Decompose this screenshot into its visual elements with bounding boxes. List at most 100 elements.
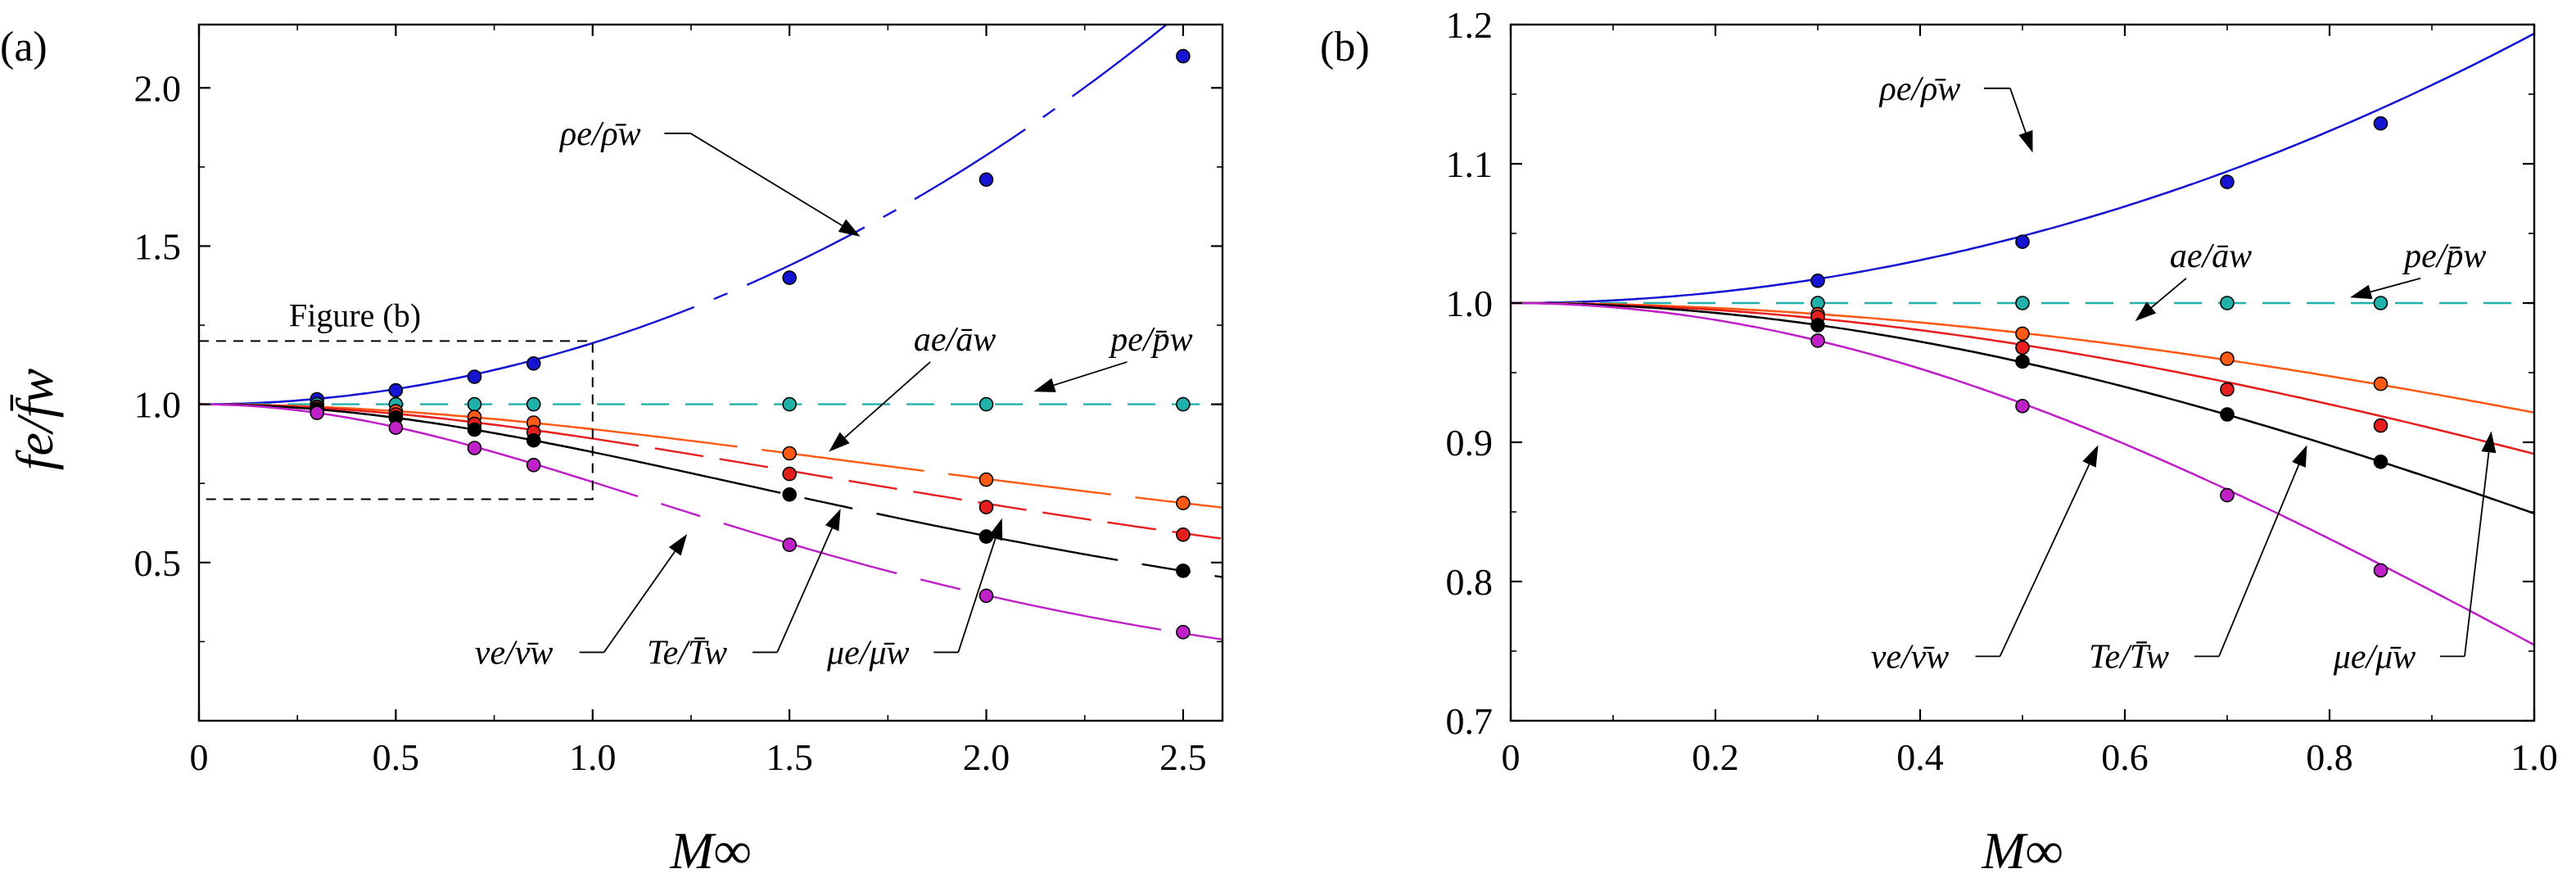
a-line-mu (199, 403, 1222, 540)
b-annotation-arrowhead-T (2292, 445, 2307, 468)
b-point-T-1 (2015, 354, 2030, 369)
b-annotation-label-rho: ρe/ρ̄w (1878, 70, 1961, 108)
b-annotation-leader-a (2150, 278, 2187, 309)
a-point-rho-6 (1176, 48, 1191, 64)
inset-box-label: Figure (b) (289, 296, 421, 333)
a-point-p-4 (782, 396, 798, 412)
b-ytick-label-1: 0.8 (1446, 561, 1494, 603)
b-annotation-arrowhead-mu (2481, 431, 2497, 454)
a-annotation-arrowhead-mu (988, 518, 1003, 541)
a-curve-nu (199, 403, 1222, 640)
a-point-T-3 (526, 432, 541, 448)
a-annotation-label-a: ae/āw (914, 321, 996, 359)
a-curve-mu (199, 403, 1222, 540)
b-point-p-2 (2220, 296, 2235, 310)
a-annotation-leader-T (776, 527, 833, 653)
b-xtick-label-2: 0.4 (1896, 736, 1944, 778)
a-annotation-leader-p (1053, 361, 1128, 387)
b-annotation-label-nu: νe/ν̄w (1871, 638, 1950, 676)
a-point-a-4 (782, 446, 798, 461)
b-annotation-leader-mu (2464, 452, 2490, 657)
b-curve-rho (1511, 32, 2534, 305)
a-point-nu-5 (978, 588, 994, 604)
panel-a-label: (a) (0, 24, 47, 70)
a-point-a-5 (978, 472, 994, 487)
b-annotation-arrowhead-p (2350, 284, 2373, 300)
a-point-rho-1 (388, 382, 404, 398)
a-annotation-label-rho: ρe/ρ̄w (558, 115, 641, 153)
a-x-axis-title: M∞ (670, 821, 752, 878)
a-annotation-label-p: pe/p̄w (1108, 321, 1192, 359)
a-point-nu-4 (782, 537, 798, 553)
a-annotation-leader-nu (603, 550, 676, 653)
panel-b-label: (b) (1320, 24, 1370, 70)
a-line-nu (199, 403, 1222, 640)
b-line-solid-rho (1511, 32, 2534, 305)
a-curve-rho (199, 25, 1168, 405)
b-annotation-leader-T (2218, 464, 2300, 657)
a-point-T-6 (1176, 563, 1191, 578)
a-point-nu-0 (310, 405, 325, 420)
a-ytick-label-3: 2.0 (134, 67, 182, 109)
a-point-p-2 (467, 396, 482, 412)
a-annotation-arrowhead-rho (838, 219, 861, 237)
a-point-rho-4 (782, 270, 798, 285)
b-annotation-arrowhead-rho (2018, 129, 2033, 153)
a-annotation-arrowhead-p (1033, 378, 1056, 392)
a-ytick-label-2: 1.5 (134, 225, 182, 267)
a-point-p-3 (526, 396, 541, 412)
b-point-T-0 (1810, 318, 1825, 333)
b-axes: 0 0.2 0.4 0.6 0.8 1.0 0.7 0.8 0.9 1.0 1.1 1.2 (1446, 4, 2558, 778)
b-point-mu-1 (2015, 340, 2030, 355)
panel-a: Figure (b) 0 0.5 1.0 1.5 2.0 2.50.51.01.52.0 … (0, 23, 1224, 878)
a-xtick-label-1: 0.5 (373, 736, 420, 778)
a-curve-T (199, 403, 1222, 578)
a-point-p-6 (1176, 396, 1191, 412)
b-point-a-3 (2373, 376, 2388, 391)
a-point-a-6 (1176, 496, 1191, 511)
a-curve-a (199, 403, 1222, 509)
a-line-rho (199, 25, 1168, 405)
b-x-axis-title: M∞ (1982, 821, 2063, 878)
b-ytick-label-0: 0.7 (1446, 700, 1494, 742)
a-line-a (199, 403, 1222, 509)
b-annotation-leader-rho (2009, 88, 2027, 134)
b-point-rho-3 (2373, 115, 2388, 131)
a-annotation-arrowhead-nu (668, 534, 688, 556)
b-data-points (1810, 115, 2388, 578)
b-ytick-label-4: 1.1 (1446, 143, 1494, 185)
a-annotation-label-mu: μe/μ̄w (826, 634, 910, 672)
b-xtick-label-4: 0.8 (2306, 736, 2353, 778)
b-annotation-leader-nu (1999, 464, 2090, 657)
a-data-points (310, 48, 1191, 640)
a-point-rho-2 (467, 369, 482, 384)
b-annotations: ρe/ρ̄w ae/āw pe/p̄w νe/ν̄w Te/T̄w μe/μ̄w (1871, 70, 2497, 676)
a-xtick-label-2: 1.0 (569, 736, 617, 778)
inset-box-outline (199, 340, 594, 500)
a-annotations: ρe/ρ̄w ae/āw pe/p̄w νe/ν̄w Te/T̄w μe/μ̄w (475, 115, 1193, 672)
a-xtick-label-4: 2.0 (963, 736, 1010, 778)
b-annotation-label-p: pe/p̄w (2402, 238, 2486, 275)
b-annotation-label-mu: μe/μ̄w (2333, 638, 2416, 676)
b-point-p-3 (2373, 296, 2388, 310)
b-point-rho-0 (1810, 273, 1825, 288)
a-point-T-4 (782, 487, 798, 502)
a-ytick-label-0: 0.5 (134, 542, 182, 584)
a-point-nu-6 (1176, 624, 1191, 640)
b-point-rho-2 (2220, 174, 2235, 189)
b-annotation-label-a: ae/āw (2170, 238, 2252, 275)
a-point-mu-5 (978, 500, 994, 515)
b-xtick-label-5: 1.0 (2510, 736, 2558, 778)
a-annotation-label-T: Te/T̄w (647, 634, 727, 672)
b-annotation-label-T: Te/T̄w (2089, 638, 2169, 676)
b-point-mu-3 (2373, 418, 2388, 433)
a-xtick-label-5: 2.5 (1159, 736, 1207, 778)
a-annotation-leader-rho (689, 133, 843, 227)
panel-b: 0 0.2 0.4 0.6 0.8 1.0 0.7 0.8 0.9 1.0 1.1 1.2 ρe/ρ̄… (1320, 4, 2558, 878)
b-point-nu-0 (1810, 333, 1825, 348)
a-point-rho-5 (978, 172, 994, 188)
b-ytick-label-5: 1.2 (1446, 4, 1494, 46)
a-annotation-arrowhead-a (829, 432, 850, 452)
a-point-rho-3 (526, 355, 541, 371)
